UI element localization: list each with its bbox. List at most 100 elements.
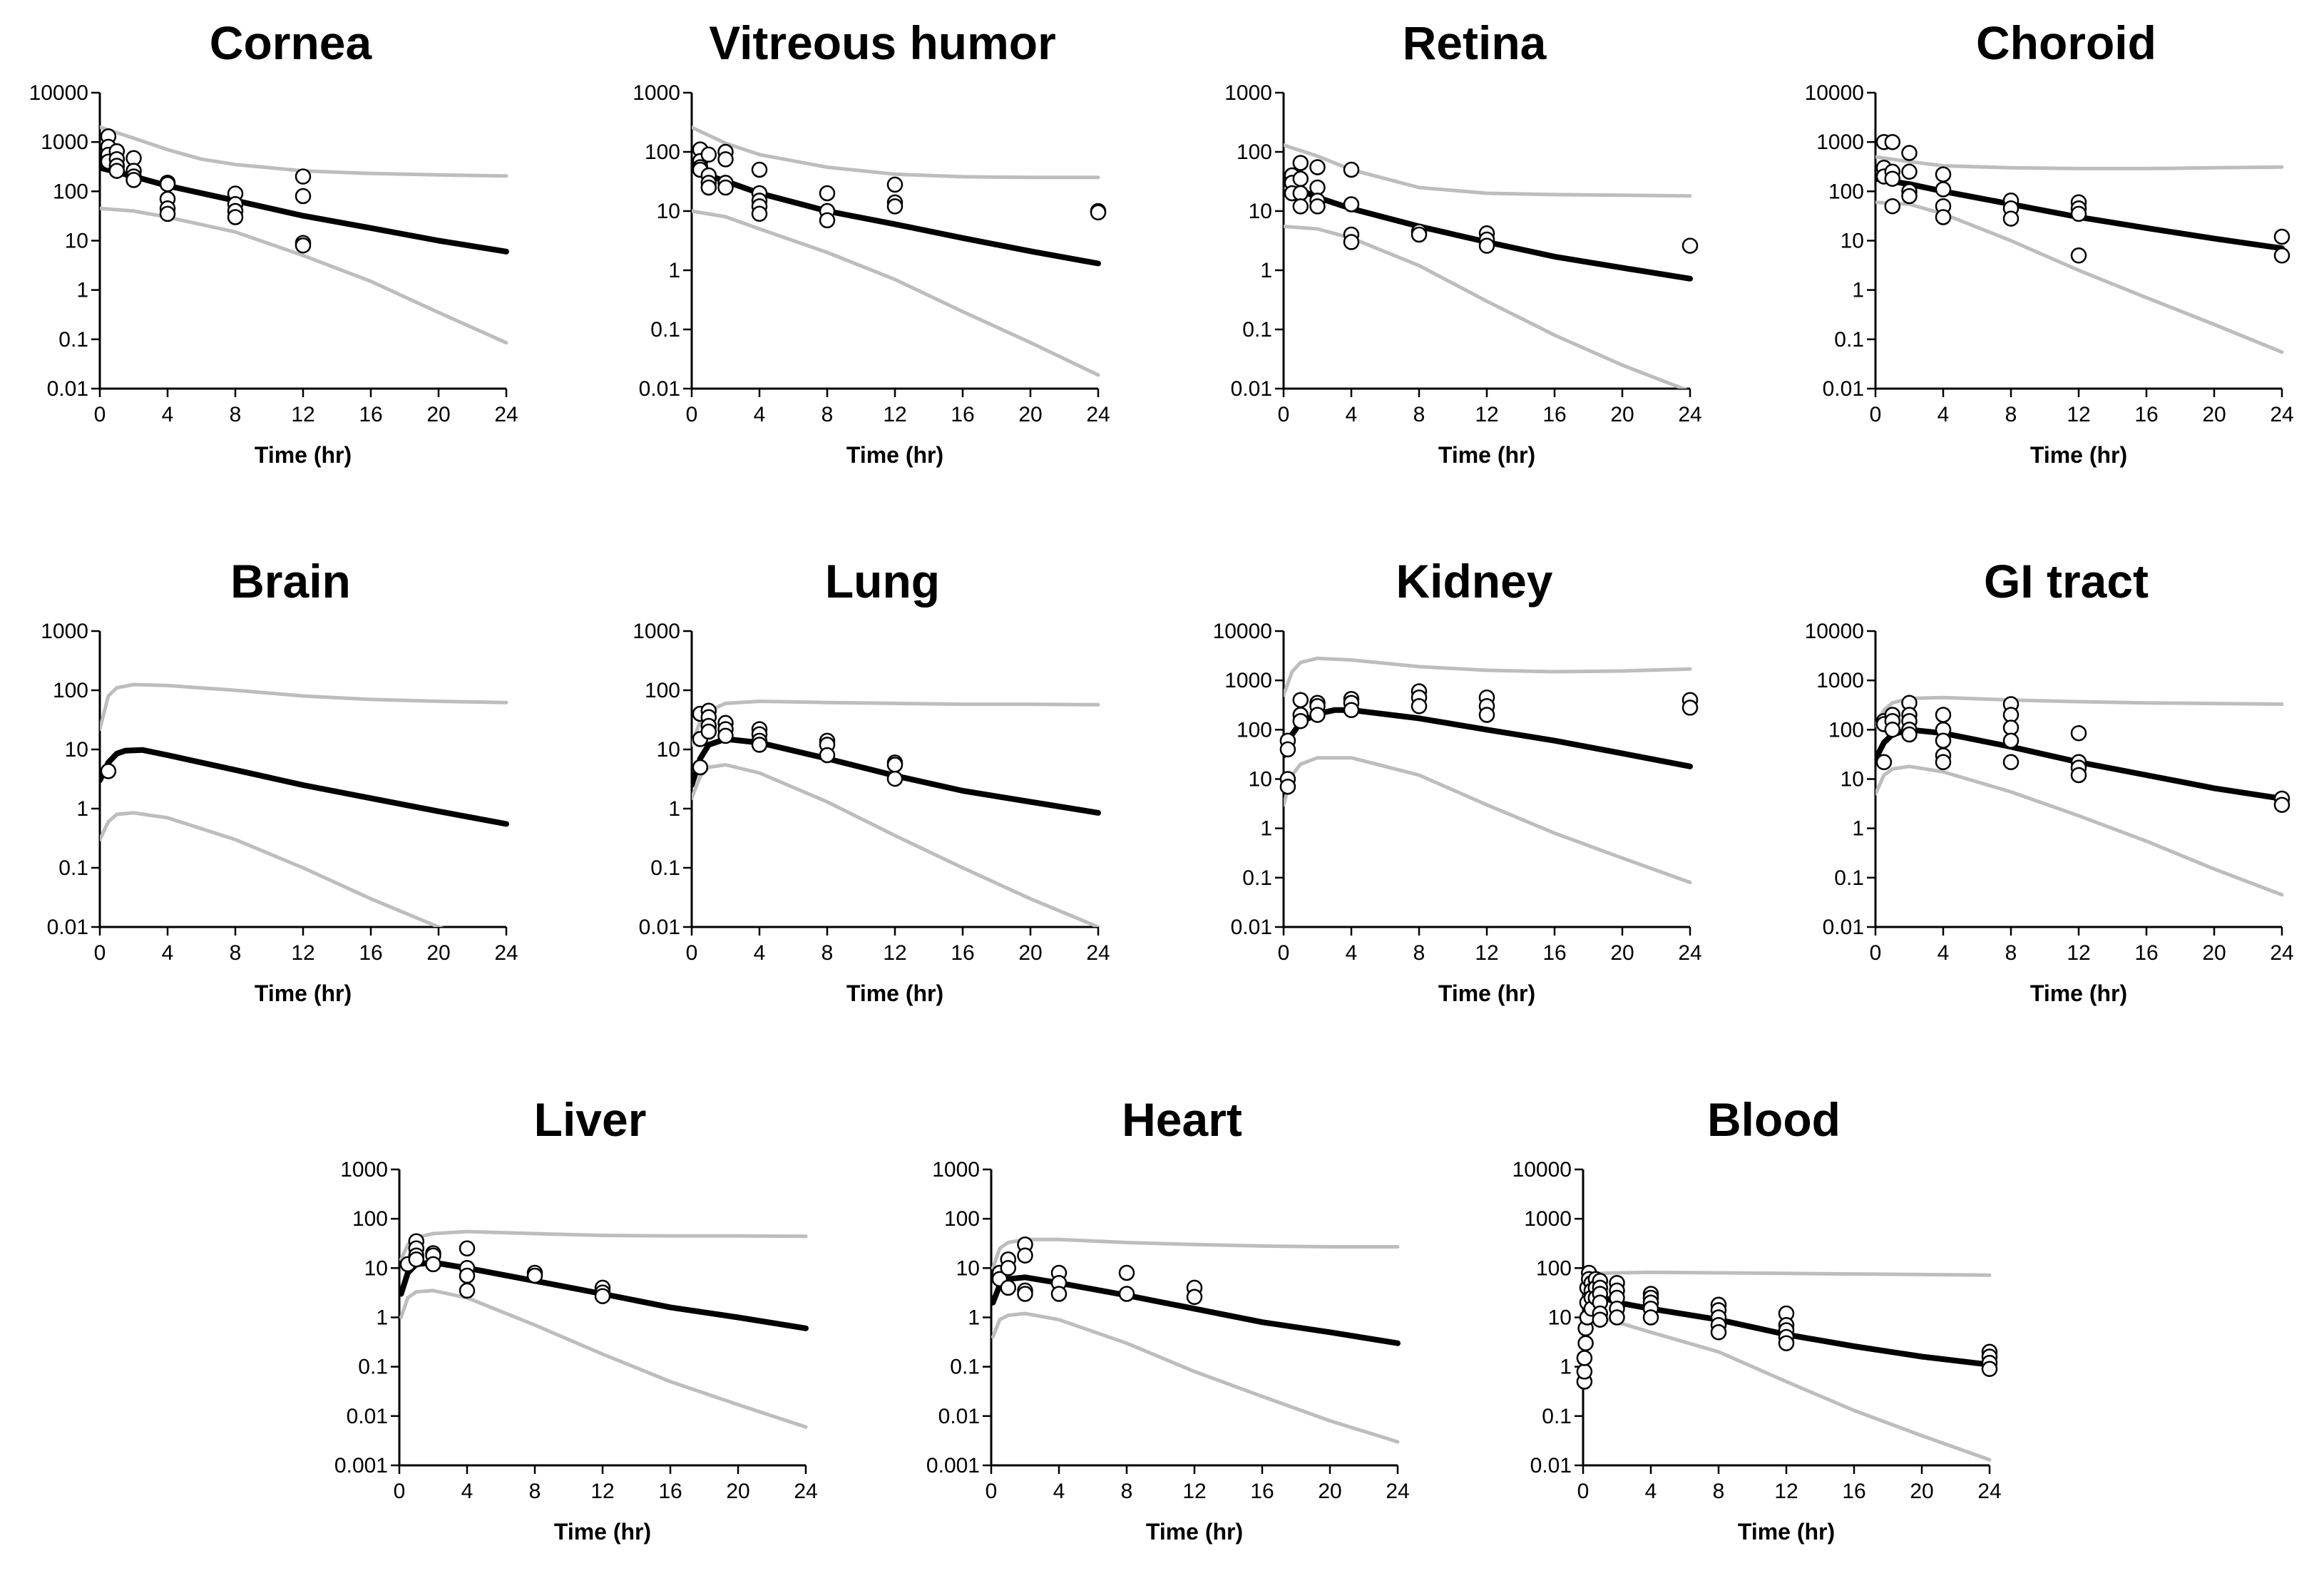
observed-point: [1884, 198, 1901, 215]
observed-point: [751, 161, 768, 178]
y-tick-label: 100: [1536, 1256, 1572, 1280]
y-tick-label: 100: [1237, 718, 1272, 742]
observed-point: [100, 763, 117, 779]
observed-point: [1577, 1335, 1594, 1351]
y-tick-label: 10: [364, 1256, 388, 1280]
y-tick-label: 0.1: [650, 318, 680, 342]
x-tick-label: 20: [1318, 1480, 1341, 1503]
observed-point: [2070, 205, 2087, 222]
x-axis-label: Time (hr): [255, 442, 352, 468]
observed-point: [1681, 237, 1699, 254]
observed-point: [2273, 796, 2290, 813]
chart-plot-liver: 0.001 0.01 0.1 1 10 100 1000 0 4 8 12 16 20 24 Time (h…: [334, 1158, 818, 1545]
y-tick-label: 10: [65, 738, 88, 762]
x-tick-label: 24: [1977, 1480, 2001, 1503]
x-tick-label: 16: [1542, 941, 1566, 965]
median-prediction-line: [1875, 175, 2285, 252]
y-tick-label: 1000: [932, 1158, 980, 1182]
x-tick-label: 8: [2005, 941, 2017, 965]
lower-interval-line: [1284, 756, 1692, 884]
observed-point: [1279, 741, 1296, 758]
observed-point: [1935, 707, 1952, 723]
observed-point: [1292, 155, 1309, 171]
observed-point: [1050, 1286, 1068, 1302]
y-tick-label: 100: [645, 140, 680, 164]
x-tick-label: 0: [986, 1480, 998, 1503]
chart-title: Choroid: [1976, 16, 2156, 69]
x-tick-label: 0: [94, 941, 106, 965]
upper-interval-line: [100, 125, 508, 178]
y-tick-label: 0.01: [1231, 916, 1272, 939]
observed-point: [295, 168, 312, 185]
lower-interval-line: [100, 206, 508, 345]
x-tick-label: 12: [2067, 403, 2090, 426]
observed-point: [1343, 196, 1360, 212]
chart-panel-gi-tract: GI tract 0.01 0.1 1 10 100 1000 10000 0 4 8 12 16 20 2…: [1804, 553, 2324, 1052]
observed-point: [1292, 712, 1309, 729]
chart-plot-blood: 0.01 0.1 1 10 100 1000 10000 0 4 8 12 16 20 24 Time (h…: [1512, 1158, 2002, 1545]
y-tick-label: 100: [1828, 180, 1864, 203]
observed-point: [108, 163, 126, 179]
y-tick-label: 1000: [1816, 669, 1864, 692]
observed-point: [886, 198, 904, 215]
observed-point: [1884, 170, 1901, 187]
chart-panel-blood: Blood 0.01 0.1 1 10 100 1000 10000 0 4 8 12 16 20 24 Ti…: [1512, 1091, 2036, 1590]
x-tick-label: 12: [1475, 403, 1498, 426]
observed-point: [1309, 707, 1326, 723]
y-tick-label: 1: [76, 279, 88, 302]
x-tick-label: 4: [1645, 1480, 1657, 1503]
median-prediction-line: [1875, 727, 2285, 801]
median-prediction-line: [692, 736, 1101, 816]
y-tick-label: 10000: [1213, 620, 1272, 643]
observed-point: [1411, 226, 1428, 243]
x-tick-label: 12: [291, 403, 314, 426]
x-axis-label: Time (hr): [846, 980, 943, 1006]
y-tick-label: 10000: [1512, 1158, 1572, 1182]
chart-plot-gi-tract: 0.01 0.1 1 10 100 1000 10000 0 4 8 12 16 20 24 Time (h…: [1805, 620, 2294, 1006]
upper-interval-line: [1284, 656, 1692, 697]
y-tick-label: 100: [53, 679, 88, 702]
y-tick-label: 100: [944, 1207, 980, 1231]
x-tick-label: 16: [2134, 941, 2158, 965]
observed-point: [459, 1282, 476, 1299]
observed-point: [1981, 1361, 1998, 1378]
x-tick-label: 12: [1182, 1480, 1206, 1503]
x-tick-label: 20: [426, 941, 450, 965]
y-tick-label: 0.01: [938, 1405, 980, 1428]
observed-point: [159, 205, 176, 222]
x-tick-label: 4: [1053, 1480, 1065, 1503]
y-tick-label: 1: [668, 797, 680, 821]
x-tick-label: 20: [1610, 941, 1634, 965]
y-tick-label: 0.1: [1242, 318, 1272, 342]
observed-point: [1292, 692, 1309, 708]
x-tick-label: 4: [461, 1480, 473, 1503]
x-tick-label: 8: [2005, 403, 2017, 426]
y-tick-label: 1: [1260, 259, 1272, 282]
x-tick-label: 4: [1346, 403, 1358, 426]
x-tick-label: 24: [1678, 941, 1701, 965]
y-tick-label: 100: [352, 1207, 388, 1231]
observed-point: [1901, 188, 1918, 205]
observed-point: [692, 759, 709, 776]
observed-point: [1935, 732, 1952, 749]
x-tick-label: 8: [1713, 1480, 1725, 1503]
observed-point: [1411, 698, 1428, 714]
upper-interval-line: [1875, 695, 2284, 728]
chart-title: Kidney: [1396, 555, 1553, 608]
x-tick-label: 0: [1870, 941, 1882, 965]
x-tick-label: 24: [1386, 1480, 1409, 1503]
x-tick-label: 24: [494, 941, 518, 965]
x-tick-label: 0: [686, 403, 698, 426]
chart-title: Lung: [824, 555, 941, 608]
observed-point: [1592, 1311, 1609, 1328]
observed-point: [700, 146, 717, 163]
y-tick-label: 0.01: [639, 916, 680, 939]
y-tick-label: 1000: [1224, 669, 1272, 692]
x-tick-label: 24: [1678, 403, 1701, 426]
y-tick-label: 1: [1852, 279, 1864, 302]
x-tick-label: 12: [883, 941, 906, 965]
chart-panel-retina: Retina 0.01 0.1 1 10 100 1000 0 4 8 12 16 20 24 Time (…: [1212, 14, 1736, 513]
observed-point: [594, 1288, 611, 1304]
observed-point: [1935, 181, 1952, 198]
y-tick-label: 0.01: [639, 377, 680, 401]
